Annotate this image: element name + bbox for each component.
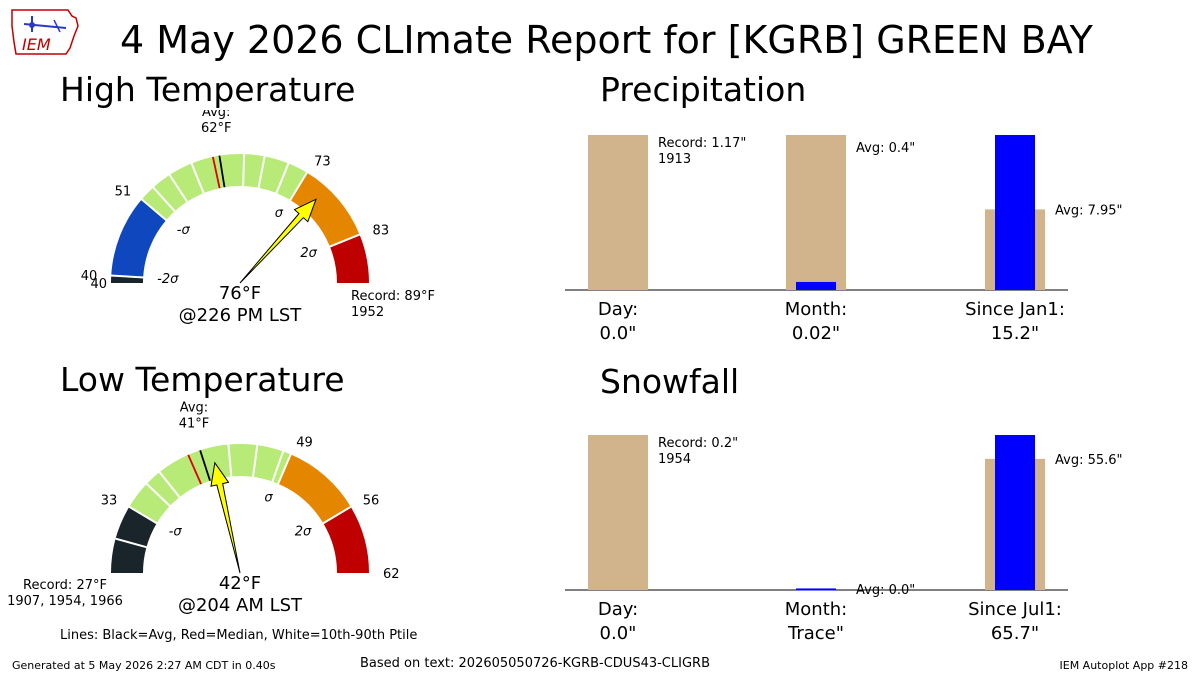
record-label: Record: 27°F 1907, 1954, 1966 — [7, 578, 123, 609]
percentile-line — [275, 163, 290, 194]
band-divider — [288, 171, 309, 202]
gauge-band-label: 73 — [314, 155, 331, 170]
observed-bar — [796, 281, 836, 290]
percentile-line — [168, 174, 188, 203]
record-avg-bar — [588, 135, 648, 290]
precip-bar-chart: Day: 0.0" Record: 1.17" 1913 Month: 0.02" Avg:… — [565, 135, 1123, 344]
category-label: Trace" — [787, 623, 844, 644]
app-id: IEM Autoplot App #218 — [1059, 659, 1189, 672]
category-label: Day: — [598, 599, 638, 620]
sigma-label: -σ — [177, 223, 191, 238]
gauge-needle — [210, 461, 241, 574]
gauge-band — [329, 234, 369, 283]
source-text: Based on text: 202605050726-KGRB-CDUS43-… — [360, 656, 710, 671]
bar-annotation: Avg: 55.6" — [1055, 453, 1123, 468]
percentile-line — [152, 186, 176, 212]
high-temp-gauge: 40 51 73 83 40 Avg: 62°F -2σ -σ σ 2σ 76°F@226 PM LS… — [81, 110, 435, 326]
bar-annotation: Avg: 0.4" — [856, 141, 915, 156]
gauge-band — [323, 506, 369, 573]
sigma-label: σ — [275, 206, 284, 221]
sigma-label: 2σ — [295, 524, 312, 539]
observed-bar — [995, 435, 1035, 590]
category-label: Since Jan1: — [965, 299, 1065, 320]
avg-label: Avg: 41°F — [179, 400, 210, 431]
generated-time: Generated at 5 May 2026 2:27 AM CDT in 0… — [12, 659, 276, 672]
percentile-line — [227, 444, 233, 477]
gauge-needle — [239, 198, 317, 284]
iem-logo: IEM — [11, 9, 79, 55]
sigma-label: σ — [264, 491, 273, 506]
category-label: 0.0" — [600, 323, 637, 344]
gauge-band-label: 33 — [101, 494, 118, 509]
gauge-band — [111, 506, 157, 573]
record-avg-bar — [588, 435, 648, 590]
category-label: 65.7" — [991, 623, 1039, 644]
avg-label: Avg: 62°F — [201, 110, 232, 136]
snow-title: Snowfall — [600, 362, 740, 401]
gauge-band-label: 51 — [115, 184, 132, 199]
sigma-label: 2σ — [300, 246, 317, 261]
band-divider — [321, 505, 353, 525]
snow-bar-chart: Day: 0.0" Record: 0.2" 1954 Month: Trace" Avg:… — [565, 435, 1123, 644]
gauge-band-label: 40 — [81, 269, 98, 284]
category-label: 15.2" — [991, 323, 1039, 344]
category-label: Day: — [598, 299, 638, 320]
percentile-line — [271, 451, 285, 482]
gauge-band — [129, 444, 291, 524]
band-divider — [276, 453, 293, 486]
percentile-line — [146, 483, 171, 507]
category-label: Month: — [785, 599, 847, 620]
band-divider — [110, 274, 145, 279]
gauge-band-label: 62 — [383, 567, 400, 582]
band-divider — [140, 197, 168, 222]
gauge-band-label: 83 — [373, 223, 390, 238]
gauge-band-label: 56 — [363, 494, 380, 509]
high-temp-title: High Temperature — [60, 70, 356, 109]
percentile-line — [115, 537, 147, 549]
avg-line — [218, 155, 226, 188]
gauge-band-label: 49 — [296, 436, 313, 451]
gauge-band — [111, 199, 167, 278]
observed-value: 42°F — [219, 573, 261, 594]
low-temp-title: Low Temperature — [60, 360, 345, 399]
bar-annotation: Avg: 7.95" — [1055, 203, 1123, 218]
bar-annotation: Avg: 0.0" — [856, 583, 915, 598]
category-label: 0.0" — [600, 623, 637, 644]
category-label: 0.02" — [792, 323, 840, 344]
observed-bar — [796, 588, 836, 591]
bar-annotation: Record: 0.2" 1954 — [658, 436, 738, 467]
percentile-line — [252, 445, 259, 478]
record-label: Record: 89°F 1952 — [351, 289, 435, 320]
precip-title: Precipitation — [600, 70, 807, 109]
observed-time: @226 PM LST — [179, 305, 303, 326]
median-line — [187, 454, 202, 485]
percentile-line — [242, 154, 246, 187]
median-line — [212, 156, 221, 189]
sigma-label: -2σ — [157, 272, 179, 287]
band-divider — [328, 233, 361, 248]
category-label: Month: — [785, 299, 847, 320]
sigma-label: -σ — [169, 524, 183, 539]
record-avg-bar — [786, 135, 846, 290]
page-title: 4 May 2026 CLImate Report for [KGRB] GRE… — [120, 18, 1093, 62]
low-temp-gauge: 33 49 56 62 Avg: 41°F -σ σ 2σ 42°F@204 AM LST Reco… — [7, 400, 400, 616]
gauge-band — [278, 454, 351, 524]
observed-value: 76°F — [219, 283, 261, 304]
observed-bar — [995, 135, 1035, 290]
band-divider — [127, 505, 159, 525]
gauge-band — [290, 172, 360, 247]
observed-time: @204 AM LST — [178, 595, 303, 616]
percentile-line — [257, 156, 266, 188]
logo-text: IEM — [22, 35, 51, 54]
bar-annotation: Record: 1.17" 1913 — [658, 136, 746, 167]
percentile-line — [158, 471, 181, 498]
avg-line — [199, 450, 211, 482]
category-label: Since Jul1: — [968, 599, 1062, 620]
lines-legend: Lines: Black=Avg, Red=Median, White=10th… — [60, 628, 418, 643]
percentile-line — [190, 163, 205, 194]
gauge-min-label: 40 — [90, 277, 107, 292]
